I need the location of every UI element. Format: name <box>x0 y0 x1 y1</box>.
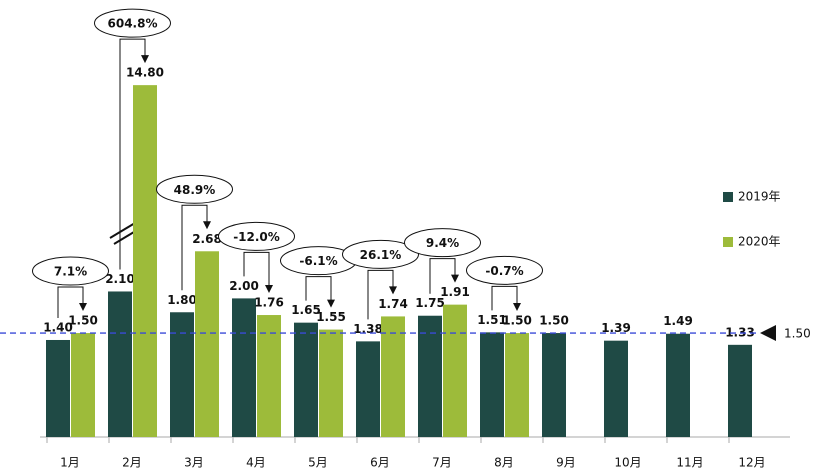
bar <box>542 333 566 437</box>
x-tick-label: 7月 <box>432 456 452 470</box>
bar <box>232 298 256 437</box>
annotation-arrow <box>389 286 397 295</box>
value-label: 14.80 <box>126 66 164 80</box>
annotation-oval <box>32 256 109 286</box>
annotation-label: 9.4% <box>426 236 459 250</box>
annotation-arrow <box>265 285 273 294</box>
annotation-arrow <box>513 303 521 312</box>
annotation-label: 7.1% <box>54 265 87 279</box>
annotation-connector <box>181 204 208 291</box>
x-tick-label: 6月 <box>370 456 390 470</box>
value-label: 2.10 <box>105 272 135 286</box>
annotation-oval <box>156 174 233 204</box>
value-label: 2.00 <box>229 279 259 293</box>
annotation-label: -0.7% <box>485 264 523 278</box>
value-label: 1.49 <box>663 314 693 328</box>
x-tick-label: 1月 <box>60 456 80 470</box>
annotation-arrow <box>327 299 335 308</box>
annotation-connector <box>429 258 456 294</box>
x-tick-label: 2月 <box>122 456 142 470</box>
value-label: 1.33 <box>725 325 755 339</box>
annotation-connector <box>243 251 270 292</box>
annotation-connector <box>491 285 518 311</box>
annotation-label: -12.0% <box>233 230 280 244</box>
value-label: 1.50 <box>539 314 569 328</box>
x-tick-label: 12月 <box>738 456 765 470</box>
legend-swatch <box>723 192 733 202</box>
annotation-oval <box>218 221 295 251</box>
value-label: 1.74 <box>378 297 408 311</box>
bar <box>604 340 628 437</box>
annotation-label: 26.1% <box>360 248 402 262</box>
x-tick-label: 10月 <box>614 456 641 470</box>
annotation-label: 48.9% <box>174 183 216 197</box>
bar <box>108 291 132 437</box>
value-label: 1.65 <box>291 303 321 317</box>
bar <box>257 315 281 437</box>
bar <box>505 333 529 437</box>
annotation-connector <box>57 286 84 318</box>
value-label: 1.80 <box>167 293 197 307</box>
bar <box>418 315 442 437</box>
bar <box>46 339 70 437</box>
bar <box>666 333 690 437</box>
bar <box>480 332 504 437</box>
value-label: 1.55 <box>316 310 346 324</box>
bar <box>728 344 752 437</box>
annotation-oval <box>404 228 481 258</box>
value-label: 2.68 <box>192 232 222 246</box>
bar <box>71 333 95 437</box>
x-tick-label: 4月 <box>246 456 266 470</box>
value-label: 1.39 <box>601 321 631 335</box>
bar <box>381 316 405 437</box>
value-label: 1.91 <box>440 285 470 299</box>
x-tick-label: 9月 <box>556 456 576 470</box>
value-label: 1.51 <box>477 313 507 327</box>
annotation-label: -6.1% <box>299 254 337 268</box>
annotation-arrow <box>203 221 211 230</box>
x-tick-label: 8月 <box>494 456 514 470</box>
legend-label: 2020年 <box>738 235 781 249</box>
value-label: 1.38 <box>353 322 383 336</box>
annotation-label: 604.8% <box>108 17 158 31</box>
annotation-oval <box>94 8 171 38</box>
bar <box>356 341 380 437</box>
value-label: 1.75 <box>415 296 445 310</box>
bar <box>319 329 343 437</box>
x-tick-label: 3月 <box>184 456 204 470</box>
reference-marker <box>760 325 776 342</box>
bar <box>170 312 194 437</box>
bar <box>294 322 318 437</box>
annotation-oval <box>342 239 419 269</box>
value-label: 1.50 <box>68 314 98 328</box>
annotation-connector <box>367 269 394 320</box>
value-label: 1.76 <box>254 296 284 310</box>
annotation-arrow <box>79 303 87 312</box>
value-label: 1.40 <box>43 320 73 334</box>
reference-label: 1.50 <box>784 327 811 341</box>
annotation-connector <box>305 276 332 306</box>
value-label: 1.50 <box>502 314 532 328</box>
bar <box>133 85 157 437</box>
annotation-oval <box>466 255 543 285</box>
annotation-arrow <box>451 274 459 283</box>
bar <box>443 304 467 437</box>
bar <box>195 251 219 437</box>
annotation-connector <box>119 38 146 270</box>
legend-label: 2019年 <box>738 190 781 204</box>
x-tick-label: 11月 <box>676 456 703 470</box>
annotation-arrow <box>141 55 149 64</box>
x-tick-label: 5月 <box>308 456 328 470</box>
legend-swatch <box>723 237 733 247</box>
